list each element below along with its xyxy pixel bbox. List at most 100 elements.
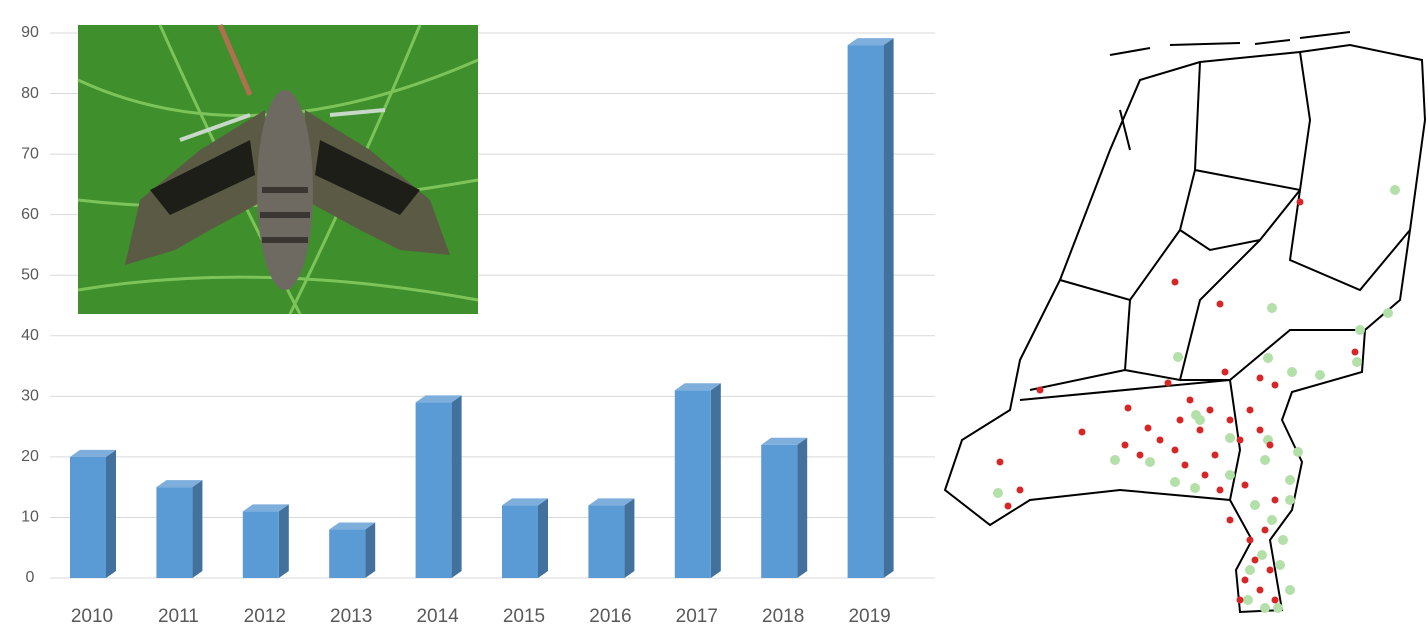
observation-dot-red — [1078, 428, 1086, 436]
x-tick-label: 2011 — [158, 606, 199, 627]
observation-dot-green — [1260, 455, 1270, 465]
bar-top — [761, 437, 808, 445]
observation-dot-red — [1121, 441, 1129, 449]
observation-dot-green — [1190, 483, 1200, 493]
observation-dot-green — [1285, 495, 1295, 505]
observation-dot-green — [1260, 603, 1270, 613]
observation-dot-red — [1144, 424, 1152, 432]
observation-dot-red — [1226, 416, 1234, 424]
observation-dot-red — [996, 458, 1004, 466]
observation-dot-red — [1036, 386, 1044, 394]
bar-top — [70, 449, 116, 457]
observation-dot-red — [1211, 451, 1219, 459]
y-tick-label: 30 — [21, 388, 39, 405]
y-tick-label: 80 — [21, 85, 39, 102]
observation-dot-green — [1173, 352, 1183, 362]
body-stripes — [260, 187, 310, 243]
observation-dot-red — [1271, 381, 1279, 389]
observation-dot-red — [1256, 426, 1264, 434]
observation-dot-red — [1171, 278, 1179, 286]
bar-top — [329, 522, 376, 530]
observation-dot-red — [1246, 536, 1254, 544]
y-tick-label: 10 — [21, 509, 39, 526]
bar-side — [451, 395, 462, 578]
observation-dot-green — [1195, 415, 1205, 425]
observation-dot-green — [1145, 457, 1155, 467]
x-tick-label: 2019 — [848, 606, 890, 627]
bar — [329, 529, 366, 578]
antennae — [179, 108, 386, 142]
observation-dot-green — [1110, 455, 1120, 465]
observation-dot-red — [1351, 348, 1359, 356]
bar — [847, 45, 884, 579]
observation-dot-green — [1293, 447, 1303, 457]
bar — [502, 505, 538, 578]
observation-dot-green — [1250, 500, 1260, 510]
observation-dot-green — [1273, 603, 1283, 613]
bar-side — [365, 522, 376, 578]
observation-dot-green — [993, 488, 1003, 498]
bar-top — [502, 498, 548, 506]
bar — [415, 402, 452, 578]
observation-dot-red — [1164, 379, 1172, 387]
islands — [1109, 31, 1351, 151]
observation-dot-green — [1390, 185, 1400, 195]
observation-dot-green — [1275, 560, 1285, 570]
observation-dot-red — [1296, 198, 1304, 206]
y-tick-label: 20 — [21, 448, 39, 465]
x-tick-label: 2010 — [71, 606, 113, 627]
observation-dot-green — [1352, 357, 1362, 367]
bar — [70, 456, 106, 578]
y-tick-label: 0 — [26, 569, 35, 586]
y-tick-label: 60 — [21, 206, 39, 223]
bar — [156, 487, 193, 578]
y-tick-label: 70 — [21, 145, 39, 162]
observation-dot-red — [1266, 441, 1274, 449]
observation-dot-red — [1016, 486, 1024, 494]
bar-side — [797, 437, 808, 578]
observation-dot-green — [1267, 515, 1277, 525]
observation-dot-red — [1256, 374, 1264, 382]
observation-dot-red — [1004, 502, 1012, 510]
bar — [761, 444, 798, 578]
observation-dot-green — [1285, 585, 1295, 595]
observation-dot-green — [1245, 565, 1255, 575]
observation-dot-green — [1267, 303, 1277, 313]
observation-dot-green — [1257, 550, 1267, 560]
observation-dot-red — [1136, 451, 1144, 459]
observation-dot-red — [1236, 596, 1244, 604]
observation-dot-red — [1124, 404, 1132, 412]
observation-dot-green — [1285, 475, 1295, 485]
map — [943, 31, 1427, 614]
province-borders — [1019, 51, 1411, 501]
observation-dot-green — [1243, 595, 1253, 605]
x-tick-label: 2013 — [330, 606, 372, 627]
wing-bands — [150, 140, 420, 215]
observation-dot-green — [1263, 353, 1273, 363]
bar-top — [242, 504, 289, 512]
observation-dot-red — [1241, 481, 1249, 489]
bar-top — [156, 480, 203, 488]
leaf-stem — [217, 24, 253, 96]
observation-dot-green — [1225, 470, 1235, 480]
observation-dot-red — [1176, 416, 1184, 424]
observation-dot-red — [1236, 436, 1244, 444]
observation-dot-green — [1225, 433, 1235, 443]
x-tick-label: 2017 — [676, 606, 718, 627]
observation-dot-red — [1216, 486, 1224, 494]
observation-dot-red — [1201, 471, 1209, 479]
bar-top — [415, 395, 462, 403]
y-tick-label: 50 — [21, 266, 39, 283]
bar — [242, 511, 279, 578]
observation-dot-green — [1383, 308, 1393, 318]
bar-side — [192, 480, 203, 578]
x-tick-label: 2014 — [416, 606, 459, 627]
bar-side — [624, 498, 635, 578]
bars: 2010 2011 2012 2013 2014 2015 2016 2017 2018 2019 — [70, 38, 894, 627]
x-tick-label: 2018 — [762, 606, 804, 627]
observation-dot-green — [1278, 535, 1288, 545]
observation-dot-red — [1271, 596, 1279, 604]
bar-top — [847, 38, 894, 46]
y-tick-label: 40 — [21, 327, 39, 344]
